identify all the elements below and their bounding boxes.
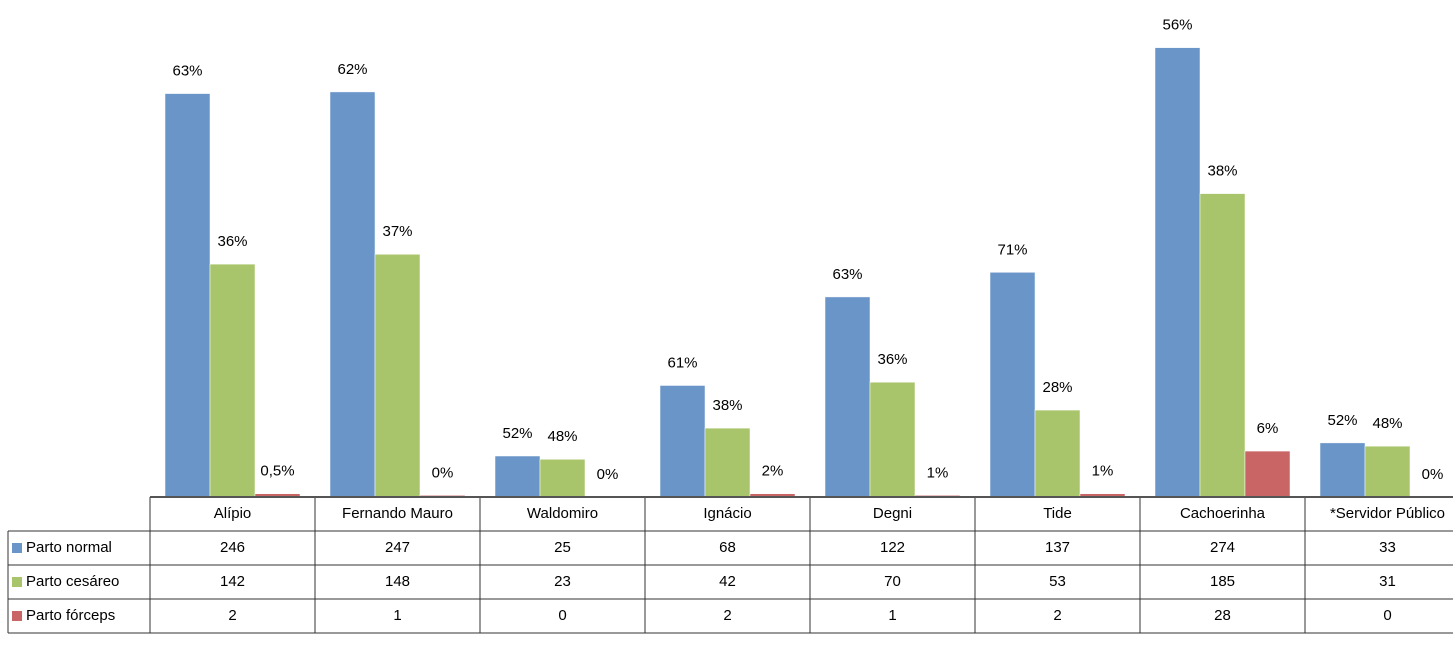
data-label: 48% bbox=[547, 428, 577, 445]
bar bbox=[1154, 47, 1201, 498]
bar bbox=[209, 263, 256, 498]
table-value: 53 bbox=[1049, 573, 1066, 590]
table-value: 1 bbox=[888, 607, 896, 624]
data-label: 37% bbox=[382, 223, 412, 240]
data-label: 62% bbox=[337, 61, 367, 78]
bar bbox=[1364, 445, 1411, 498]
data-label: 52% bbox=[1327, 412, 1357, 429]
bar bbox=[1244, 450, 1291, 498]
table-value: 31 bbox=[1379, 573, 1396, 590]
legend-swatch bbox=[12, 543, 22, 553]
data-label: 0% bbox=[597, 466, 619, 483]
data-label: 52% bbox=[502, 425, 532, 442]
category-label: Fernando Mauro bbox=[342, 505, 453, 522]
data-label: 1% bbox=[927, 464, 949, 481]
category-label: *Servidor Público bbox=[1330, 505, 1445, 522]
table-value: 42 bbox=[719, 573, 736, 590]
bar bbox=[1199, 193, 1246, 498]
bar bbox=[329, 91, 376, 498]
category-label: Ignácio bbox=[703, 505, 751, 522]
legend-label: Parto fórceps bbox=[26, 607, 115, 624]
category-label: Tide bbox=[1043, 505, 1072, 522]
data-label: 48% bbox=[1372, 415, 1402, 432]
table-value: 122 bbox=[880, 539, 905, 556]
bar bbox=[164, 93, 211, 498]
legend-label: Parto normal bbox=[26, 539, 112, 556]
data-label: 2% bbox=[762, 463, 784, 480]
category-label: Alípio bbox=[214, 505, 252, 522]
legend-swatch bbox=[12, 611, 22, 621]
data-label: 0% bbox=[432, 464, 454, 481]
table-value: 28 bbox=[1214, 607, 1231, 624]
data-label: 6% bbox=[1257, 420, 1279, 437]
data-label: 61% bbox=[667, 354, 697, 371]
bar bbox=[494, 455, 541, 498]
data-label: 63% bbox=[832, 266, 862, 283]
bar bbox=[539, 459, 586, 498]
data-label: 0% bbox=[1422, 466, 1444, 483]
table-value: 137 bbox=[1045, 539, 1070, 556]
table-value: 23 bbox=[554, 573, 571, 590]
table-value: 2 bbox=[1053, 607, 1061, 624]
data-label: 63% bbox=[172, 63, 202, 80]
bar bbox=[869, 381, 916, 498]
data-label: 28% bbox=[1042, 379, 1072, 396]
bar bbox=[989, 272, 1036, 498]
category-label: Cachoerinha bbox=[1180, 505, 1266, 522]
bar bbox=[824, 296, 871, 498]
table-value: 247 bbox=[385, 539, 410, 556]
data-label: 0,5% bbox=[260, 463, 294, 480]
table-value: 1 bbox=[393, 607, 401, 624]
table-value: 33 bbox=[1379, 539, 1396, 556]
bar bbox=[659, 385, 706, 498]
bar bbox=[1034, 409, 1081, 498]
bar bbox=[704, 427, 751, 498]
data-label: 38% bbox=[1207, 163, 1237, 180]
table-value: 246 bbox=[220, 539, 245, 556]
data-label: 36% bbox=[877, 351, 907, 368]
data-label: 38% bbox=[712, 397, 742, 414]
category-label: Degni bbox=[873, 505, 912, 522]
table-value: 0 bbox=[1383, 607, 1391, 624]
legend-label: Parto cesáreo bbox=[26, 573, 119, 590]
table-value: 148 bbox=[385, 573, 410, 590]
category-label: Waldomiro bbox=[527, 505, 598, 522]
data-label: 36% bbox=[217, 233, 247, 250]
data-label: 56% bbox=[1162, 17, 1192, 34]
table-value: 2 bbox=[228, 607, 236, 624]
table-value: 25 bbox=[554, 539, 571, 556]
table-value: 70 bbox=[884, 573, 901, 590]
table-value: 185 bbox=[1210, 573, 1235, 590]
bar bbox=[1319, 442, 1366, 498]
data-label: 1% bbox=[1092, 463, 1114, 480]
table-value: 68 bbox=[719, 539, 736, 556]
bar bbox=[374, 254, 421, 498]
data-label: 71% bbox=[997, 241, 1027, 258]
table-value: 274 bbox=[1210, 539, 1235, 556]
table-value: 142 bbox=[220, 573, 245, 590]
table-value: 2 bbox=[723, 607, 731, 624]
legend-swatch bbox=[12, 577, 22, 587]
table-value: 0 bbox=[558, 607, 566, 624]
